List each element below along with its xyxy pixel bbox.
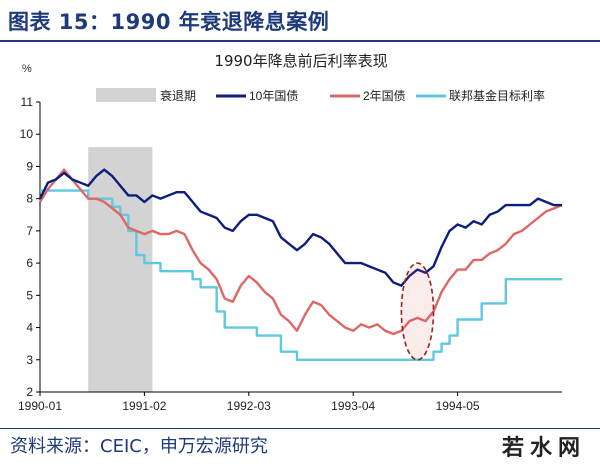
legend-swatch-recession	[96, 88, 156, 102]
legend-label-recession: 衰退期	[160, 88, 196, 103]
y-tick-label: 5	[26, 288, 33, 302]
series-line-fed-target	[40, 189, 562, 361]
y-tick-label: 8	[26, 192, 33, 206]
highlight-ellipse	[400, 262, 435, 361]
x-tick-label: 1994-05	[436, 399, 480, 413]
y-tick-label: 9	[26, 159, 33, 173]
series-line-2y	[38, 168, 563, 336]
recession-band	[88, 147, 153, 392]
chart-title: 1990年降息前后利率表现	[214, 52, 387, 70]
figure-title: 图表 15：1990 年衰退降息案例	[8, 10, 330, 34]
y-tick-label: 2	[26, 385, 33, 399]
source-note: 资料来源：CEIC，申万宏源研究	[10, 436, 268, 457]
x-tick-label: 1992-03	[227, 399, 271, 413]
title-rule	[0, 40, 600, 42]
legend-label-2y: 2年国债	[363, 89, 406, 103]
x-tick-label: 1993-04	[331, 399, 375, 413]
series-line-10y	[38, 168, 562, 287]
y-tick-label: 3	[26, 353, 33, 367]
watermark-logo: 若水网	[501, 436, 586, 461]
legend-label-fed-target: 联邦基金目标利率	[449, 88, 545, 103]
footer-rule	[0, 428, 600, 429]
legend-label-10y: 10年国债	[249, 89, 298, 103]
y-tick-label: 7	[26, 224, 33, 238]
y-tick-label: 11	[21, 95, 34, 109]
y-tick-label: 4	[26, 321, 33, 335]
x-tick-label: 1991-02	[122, 399, 166, 413]
y-tick-label: 10	[20, 127, 34, 141]
x-tick-label: 1990-01	[18, 399, 62, 413]
y-tick-label: 6	[26, 256, 33, 270]
y-axis-unit: %	[22, 63, 32, 75]
